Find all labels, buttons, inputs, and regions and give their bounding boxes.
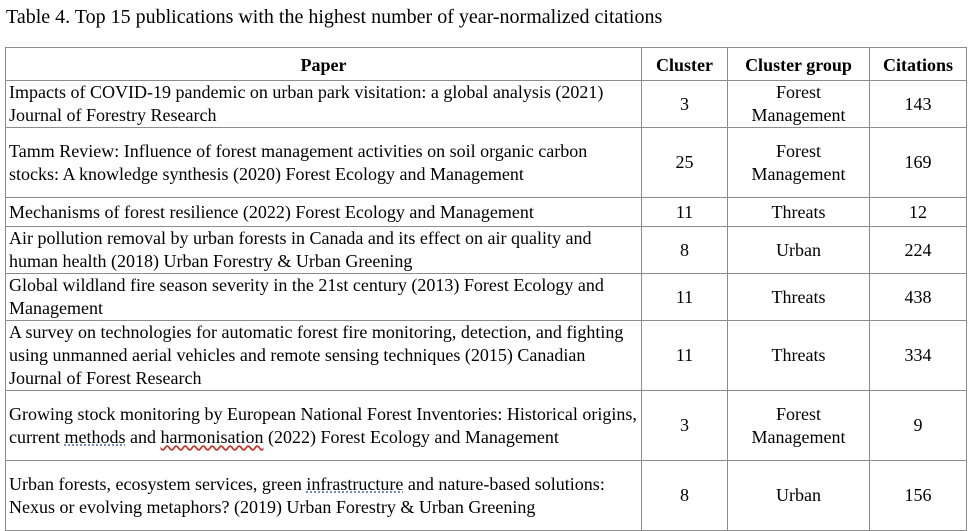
paper-text: Urban forests, ecosystem services, green	[9, 473, 307, 494]
cluster-group-cell: Forest Management	[727, 390, 870, 461]
citations-cell: 334	[869, 320, 967, 391]
cluster-group-cell: Urban	[727, 460, 870, 531]
paper-cell: Air pollution removal by urban forests i…	[5, 226, 642, 274]
cluster-group-cell: Forest Management	[727, 80, 870, 128]
table-row: Growing stock monitoring by European Nat…	[5, 390, 967, 461]
header-row: Paper Cluster Cluster group Citations	[5, 47, 967, 81]
cluster-group-cell: Forest Management	[727, 127, 870, 198]
cluster-cell: 3	[641, 390, 728, 461]
cluster-cell: 3	[641, 80, 728, 128]
header-citations: Citations	[869, 47, 967, 81]
table-row: Urban forests, ecosystem services, green…	[5, 460, 967, 531]
cluster-cell: 25	[641, 127, 728, 198]
paper-cell: Tamm Review: Influence of forest managem…	[5, 127, 642, 198]
paper-text: Growing stock monitoring by European Nat…	[9, 403, 637, 447]
spellcheck-flagged-word: methods	[64, 426, 126, 447]
table-caption: Table 4. Top 15 publications with the hi…	[6, 6, 663, 28]
table-row: Global wildland fire season severity in …	[5, 273, 967, 321]
header-cluster: Cluster	[641, 47, 728, 81]
paper-text: (2022) Forest Ecology and Management	[263, 426, 559, 447]
table-row: Tamm Review: Influence of forest managem…	[5, 127, 967, 198]
citations-cell: 143	[869, 80, 967, 128]
cluster-cell: 11	[641, 273, 728, 321]
paper-cell: Impacts of COVID-19 pandemic on urban pa…	[5, 80, 642, 128]
citations-cell: 169	[869, 127, 967, 198]
paper-cell: A survey on technologies for automatic f…	[5, 320, 642, 391]
table-row: Air pollution removal by urban forests i…	[5, 226, 967, 274]
table-row: Mechanisms of forest resilience (2022) F…	[5, 197, 967, 227]
publications-table: Paper Cluster Cluster group Citations Im…	[5, 47, 967, 531]
cluster-group-cell: Threats	[727, 320, 870, 391]
cluster-group-cell: Threats	[727, 197, 870, 227]
citations-cell: 12	[869, 197, 967, 227]
cluster-group-cell: Urban	[727, 226, 870, 274]
citations-cell: 224	[869, 226, 967, 274]
citations-cell: 438	[869, 273, 967, 321]
paper-cell: Global wildland fire season severity in …	[5, 273, 642, 321]
paper-cell: Growing stock monitoring by European Nat…	[5, 390, 642, 461]
table-row: Impacts of COVID-19 pandemic on urban pa…	[5, 80, 967, 128]
table-row: A survey on technologies for automatic f…	[5, 320, 967, 391]
cluster-cell: 8	[641, 460, 728, 531]
paper-text: and	[125, 426, 161, 447]
cluster-cell: 8	[641, 226, 728, 274]
cluster-group-cell: Threats	[727, 273, 870, 321]
paper-text: and nature-based solutions: Nexus or evo…	[9, 473, 605, 517]
spellcheck-flagged-word: infrastructure	[306, 473, 404, 494]
paper-cell: Urban forests, ecosystem services, green…	[5, 460, 642, 531]
header-paper: Paper	[5, 47, 642, 81]
paper-cell: Mechanisms of forest resilience (2022) F…	[5, 197, 642, 227]
cluster-cell: 11	[641, 320, 728, 391]
spellcheck-flagged-word: harmonisation	[160, 426, 264, 447]
citations-cell: 156	[869, 460, 967, 531]
header-cluster-group: Cluster group	[727, 47, 870, 81]
cluster-cell: 11	[641, 197, 728, 227]
citations-cell: 9	[869, 390, 967, 461]
